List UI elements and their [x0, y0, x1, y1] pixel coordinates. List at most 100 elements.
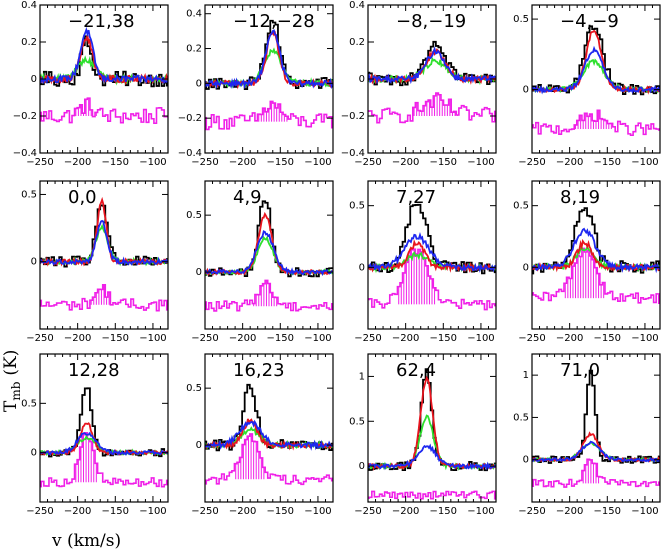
panel-frame [39, 353, 169, 503]
residual-series [532, 458, 660, 488]
x-tick-label: −200 [392, 506, 419, 517]
green-model-line [205, 235, 333, 277]
x-tick-label: −100 [139, 333, 166, 344]
observed-spectrum [368, 203, 496, 275]
x-tick-label: −250 [518, 333, 545, 344]
residual-series [40, 431, 168, 488]
plot-area [205, 200, 333, 312]
y-tick-label: 0.4 [21, 0, 37, 11]
y-tick-label: 0.2 [349, 37, 365, 48]
y-tick-label: 0.4 [186, 9, 202, 20]
plot-area [532, 369, 660, 488]
panel: −250 −200 −150 −100 0.5 0 12,28 [21, 353, 169, 517]
y-tick-label: −0.2 [13, 111, 37, 122]
x-tick-label: −250 [354, 333, 381, 344]
panel-label: 12,28 [68, 360, 120, 381]
blue-model-line [368, 443, 496, 471]
panel-frame [531, 180, 661, 330]
y-tick-label: 0 [523, 455, 529, 466]
x-tick-label: −100 [467, 333, 494, 344]
x-tick-label: −250 [26, 506, 53, 517]
blue-model-line [368, 232, 496, 273]
panel-label: 62,4 [396, 360, 436, 381]
panel-label: −12,−28 [233, 11, 315, 32]
x-tick-label: −100 [631, 157, 658, 168]
x-tick-label: −100 [467, 506, 494, 517]
plot-area [205, 19, 333, 131]
residual-series [40, 97, 168, 125]
panel-label: −8,−19 [396, 11, 466, 32]
panel: −250 −200 −150 −100 0.5 0 7,27 [349, 180, 497, 344]
panel: −250 −200 −150 −100 0.4 0.2 0 −0.2 −0.4 −12,−28 [178, 4, 334, 168]
x-tick-label: −100 [304, 506, 331, 517]
residual-series [368, 248, 496, 311]
svg-text:Tmb(K): Tmb (K) [1, 350, 23, 412]
plot-area [40, 196, 168, 312]
x-tick-label: −150 [594, 333, 621, 344]
x-tick-label: −200 [556, 506, 583, 517]
blue-model-line [532, 440, 660, 464]
panel: −250 −200 −150 −100 0.5 0 0,0 [21, 180, 169, 344]
green-model-line [368, 414, 496, 471]
plot-area [532, 207, 660, 304]
x-tick-label: −150 [430, 506, 457, 517]
x-tick-label: −150 [267, 506, 294, 517]
x-tick-label: −100 [304, 333, 331, 344]
x-tick-label: −150 [102, 506, 129, 517]
panel-frame [531, 4, 661, 154]
y-tick-label: 0.5 [349, 201, 365, 212]
panel: −250 −200 −150 −100 0.4 0.2 0 −0.2 −0.4 −8,−19 [341, 0, 497, 168]
panel: −250 −200 −150 −100 0.4 0.2 0 −0.2 −0.4 −21,38 [13, 0, 169, 168]
panel-label: −4,−9 [560, 11, 619, 32]
x-tick-label: −150 [267, 333, 294, 344]
observed-spectrum [532, 207, 660, 275]
residual-series [532, 109, 660, 137]
panel-frame [531, 353, 661, 503]
y-axis-label-unit: (K) [1, 350, 21, 376]
y-tick-label: 0 [523, 262, 529, 273]
panel-frame [204, 4, 334, 154]
y-tick-label: 0.4 [349, 0, 365, 11]
y-tick-label: 0.5 [513, 412, 529, 423]
panel: −250 −200 −150 −100 0.5 0 4,9 [186, 180, 334, 344]
y-tick-label: 0.5 [186, 210, 202, 221]
x-tick-label: −100 [467, 157, 494, 168]
y-tick-label: 0.5 [513, 14, 529, 25]
x-tick-label: −150 [102, 333, 129, 344]
panel-label: 16,23 [233, 360, 285, 381]
x-tick-label: −200 [392, 333, 419, 344]
y-tick-label: 0 [31, 74, 37, 85]
x-tick-label: −250 [518, 506, 545, 517]
panel-label: 71,0 [560, 360, 600, 381]
observed-spectrum [532, 25, 660, 96]
plot-area [205, 383, 333, 486]
blue-model-line [532, 227, 660, 274]
x-tick-label: −100 [139, 157, 166, 168]
residual-series [532, 247, 660, 304]
y-tick-label: 0.2 [186, 44, 202, 55]
y-axis-label: Tmb (K) [1, 350, 23, 412]
residual-series [205, 100, 333, 131]
panel-frame [204, 353, 334, 503]
panel: −250 −200 −150 −100 1 0.5 0 71,0 [513, 353, 661, 517]
panel-label: 7,27 [396, 187, 436, 208]
y-tick-label: −0.4 [13, 148, 37, 159]
blue-model-line [205, 230, 333, 277]
y-tick-label: 0 [196, 78, 202, 89]
x-tick-label: −150 [594, 157, 621, 168]
x-axis-label: v (km/s) [51, 531, 121, 551]
x-tick-label: −250 [191, 506, 218, 517]
x-tick-label: −200 [64, 506, 91, 517]
blue-model-line [40, 26, 168, 85]
y-tick-label: 0 [31, 257, 37, 268]
panel: −250 −200 −150 −100 0.5 0 8,19 [513, 180, 661, 344]
blue-model-line [368, 46, 496, 85]
x-tick-label: −250 [354, 157, 381, 168]
y-tick-label: 0.5 [186, 383, 202, 394]
x-tick-label: −200 [229, 157, 256, 168]
y-tick-label: 1 [523, 370, 529, 381]
observed-spectrum [40, 387, 168, 458]
panel-frame [367, 180, 497, 330]
plot-area [368, 203, 496, 311]
